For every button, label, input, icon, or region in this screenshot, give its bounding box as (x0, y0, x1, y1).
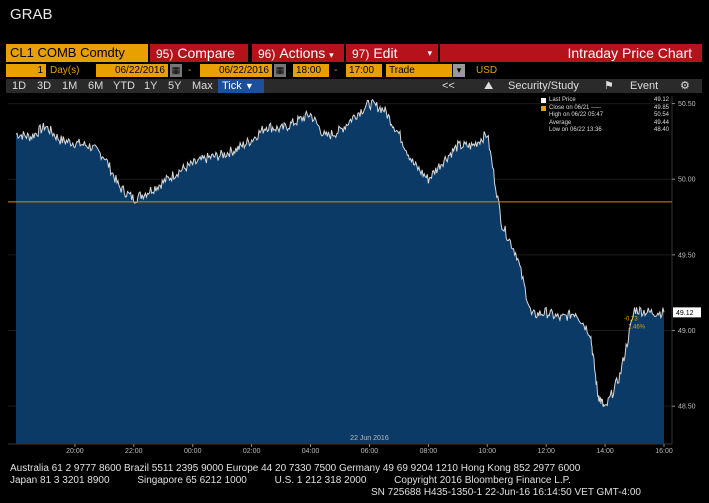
tick-dropdown[interactable]: Tick ▼ (218, 79, 264, 93)
x-tick-label: 04:00 (302, 448, 320, 454)
legend-value: 49.44 (653, 119, 669, 126)
legend-value: 49.85 (653, 104, 669, 111)
y-tick-label: 50.50 (678, 101, 696, 108)
window-title: GRAB (10, 6, 53, 23)
period-unit-label[interactable]: Day(s) (50, 65, 80, 76)
legend-label: High on 06/22 05:47 (549, 112, 604, 118)
price-chart[interactable]: 48.50 49.00 49.50 50.00 50.50 20:00 22:00 00:0… (0, 94, 709, 454)
security-study-button[interactable]: Security/Study (508, 80, 579, 92)
y-tick-label: 49.00 (678, 328, 696, 335)
legend-swatch (541, 105, 546, 111)
last-price-tag-box (673, 307, 701, 318)
end-date-field[interactable]: 06/22/2016 (200, 64, 272, 77)
legend-average: Average 49.44 (541, 120, 671, 128)
y-tick-label: 48.50 (678, 404, 696, 411)
x-tick-label: 06:00 (361, 448, 379, 454)
chart-tool-icon[interactable]: ⛰ (484, 80, 494, 92)
x-tick-label: 20:00 (66, 448, 84, 454)
x-tick-label: 22:00 (125, 448, 143, 454)
range-max[interactable]: Max (192, 80, 213, 92)
collapse-button[interactable]: << (442, 80, 455, 92)
change-value: -0.73 (624, 316, 638, 322)
chevron-down-icon: ▼ (244, 81, 254, 91)
price-line (15, 98, 665, 408)
legend-swatch (541, 121, 546, 126)
x-tick-label: 10:00 (479, 448, 497, 454)
x-axis: 20:00 22:00 00:00 02:00 04:00 06:00 08:00 10:00… (66, 444, 673, 454)
x-tick-label: 02:00 (243, 448, 261, 454)
legend-last-price: Last Price 49.12 (541, 97, 671, 105)
start-time-field[interactable]: 18:00 (293, 64, 329, 77)
y-tick-label: 49.50 (678, 252, 696, 259)
edit-number: 97) (352, 47, 370, 61)
footer-contacts-line2: Japan 81 3 3201 8900 Singapore 65 6212 1… (10, 475, 571, 486)
compare-label: Compare (177, 45, 235, 61)
footer-session-info: SN 725688 H435-1350-1 22-Jun-16 16:14:50… (371, 487, 641, 498)
start-date-field[interactable]: 06/22/2016 (96, 64, 168, 77)
actions-label: Actions (279, 45, 326, 61)
chevron-down-icon: ▾ (329, 50, 334, 60)
legend-label: Average (549, 119, 572, 126)
gear-icon[interactable]: ⚙ (680, 80, 690, 92)
legend-value: 48.40 (653, 127, 669, 133)
legend-value: 49.12 (653, 97, 669, 103)
range-ytd[interactable]: YTD (113, 80, 135, 92)
actions-button[interactable]: 96) Actions ▾ (252, 44, 344, 62)
legend-swatch (541, 128, 546, 133)
legend-close: Close on 06/21 ----- 49.85 (541, 105, 671, 113)
event-button[interactable]: Event (630, 80, 659, 92)
compare-number: 95) (156, 47, 174, 61)
edit-label: Edit (373, 45, 398, 61)
legend-swatch (541, 113, 546, 118)
time-separator: - (334, 65, 338, 76)
legend-value: 50.54 (653, 112, 669, 118)
x-tick-label: 16:00 (655, 448, 673, 454)
period-number-field[interactable]: 1 (6, 64, 46, 77)
y-axis: 48.50 49.00 49.50 50.00 50.50 (672, 101, 696, 411)
y-tick-label: 50.00 (678, 177, 696, 184)
footer-contacts-line1: Australia 61 2 9777 8600 Brazil 5511 239… (10, 463, 581, 474)
range-toolbar (6, 79, 702, 93)
legend-label: Low on 06/22 13:36 (549, 127, 602, 133)
edit-button[interactable]: 97) Edit ▾ (346, 44, 438, 62)
x-tick-label: 14:00 (596, 448, 614, 454)
range-3d[interactable]: 3D (37, 80, 52, 92)
ticker-field[interactable]: CL1 COMB Comdty (6, 44, 148, 62)
date-label: 22 Jun 2016 (350, 435, 389, 442)
x-tick-label: 08:00 (420, 448, 438, 454)
date-separator: - (188, 65, 192, 76)
calendar-icon[interactable]: ▦ (170, 64, 182, 77)
field-select[interactable]: Trade (386, 64, 452, 77)
actions-number: 96) (258, 47, 276, 61)
chevron-down-icon[interactable]: ▾ (453, 64, 465, 77)
legend-low: Low on 06/22 13:36 48.40 (541, 127, 671, 135)
range-1d[interactable]: 1D (12, 80, 27, 92)
x-tick-label: 00:00 (184, 448, 202, 454)
end-time-field[interactable]: 17:00 (346, 64, 382, 77)
chart-legend: Last Price 49.12 Close on 06/21 ----- 49.8… (541, 97, 671, 149)
range-1y[interactable]: 1Y (144, 80, 158, 92)
last-price-tag: 49.12 (676, 310, 694, 317)
change-percent: 1.46% (628, 324, 646, 330)
range-1m[interactable]: 1M (62, 80, 78, 92)
x-tick-label: 12:00 (537, 448, 555, 454)
compare-button[interactable]: 95) Compare (150, 44, 248, 62)
legend-high: High on 06/22 05:47 50.54 (541, 112, 671, 120)
range-5y[interactable]: 5Y (168, 80, 182, 92)
range-6m[interactable]: 6M (88, 80, 104, 92)
tick-label: Tick (222, 80, 242, 92)
legend-label: Close on 06/21 ----- (549, 104, 602, 111)
legend-swatch (541, 98, 546, 104)
legend-label: Last Price (549, 97, 576, 103)
calendar-icon[interactable]: ▦ (274, 64, 286, 77)
chart-title-bar: Intraday Price Chart (440, 44, 702, 62)
flag-icon[interactable]: ⚑ (604, 80, 614, 92)
currency-label[interactable]: USD (476, 65, 498, 76)
price-area (16, 99, 664, 444)
chevron-down-icon: ▾ (427, 48, 432, 58)
